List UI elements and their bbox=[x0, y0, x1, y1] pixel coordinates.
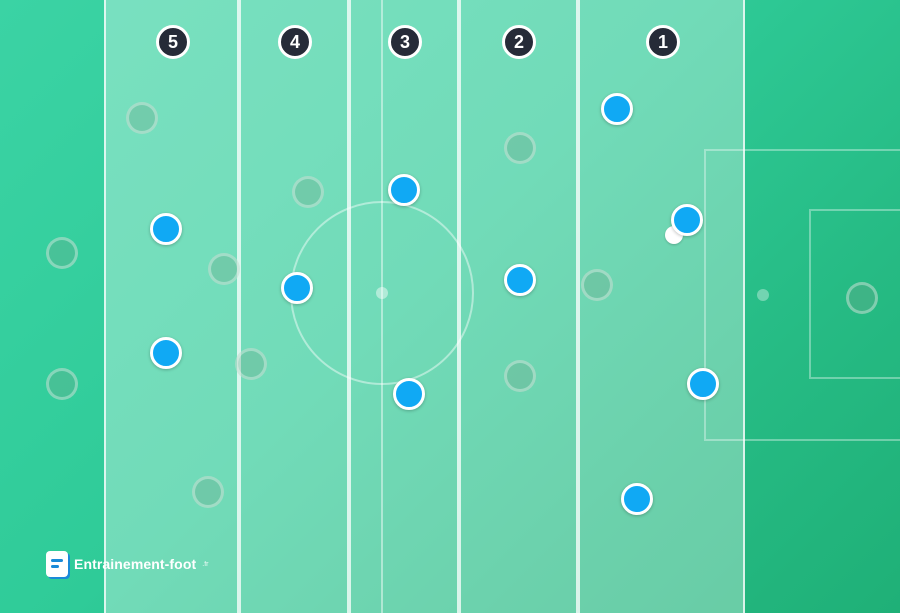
zone-5-badge: 5 bbox=[156, 25, 190, 59]
logo-text: Entrainement-foot bbox=[74, 556, 197, 572]
team-player bbox=[601, 93, 633, 125]
zone-5: 5 bbox=[104, 0, 239, 613]
opponent-player bbox=[292, 176, 324, 208]
penalty-spot bbox=[757, 289, 769, 301]
team-player bbox=[150, 337, 182, 369]
opponent-player bbox=[46, 368, 78, 400]
zone-3: 3 bbox=[349, 0, 459, 613]
team-player bbox=[621, 483, 653, 515]
logo-tld: .fr bbox=[202, 560, 209, 568]
team-player bbox=[150, 213, 182, 245]
zone-3-badge: 3 bbox=[388, 25, 422, 59]
opponent-player bbox=[235, 348, 267, 380]
penalty-area bbox=[704, 149, 900, 441]
team-player bbox=[687, 368, 719, 400]
team-player bbox=[671, 204, 703, 236]
opponent-player bbox=[46, 237, 78, 269]
opponent-player bbox=[504, 360, 536, 392]
opponent-player bbox=[581, 269, 613, 301]
zone-4-badge: 4 bbox=[278, 25, 312, 59]
team-player bbox=[504, 264, 536, 296]
zone-2: 2 bbox=[459, 0, 578, 613]
zone-1: 1 bbox=[578, 0, 745, 613]
zone-2-badge: 2 bbox=[502, 25, 536, 59]
zone-1-badge: 1 bbox=[646, 25, 680, 59]
opponent-player bbox=[208, 253, 240, 285]
center-spot bbox=[376, 287, 388, 299]
team-player bbox=[281, 272, 313, 304]
opponent-goalkeeper bbox=[846, 282, 878, 314]
opponent-player bbox=[126, 102, 158, 134]
opponent-player bbox=[504, 132, 536, 164]
opponent-player bbox=[192, 476, 224, 508]
zone-4: 4 bbox=[239, 0, 349, 613]
team-player bbox=[388, 174, 420, 206]
goal-area bbox=[809, 209, 900, 379]
logo-icon bbox=[46, 551, 68, 577]
brand-logo[interactable]: Entrainement-foot .fr bbox=[46, 551, 209, 577]
team-player bbox=[393, 378, 425, 410]
